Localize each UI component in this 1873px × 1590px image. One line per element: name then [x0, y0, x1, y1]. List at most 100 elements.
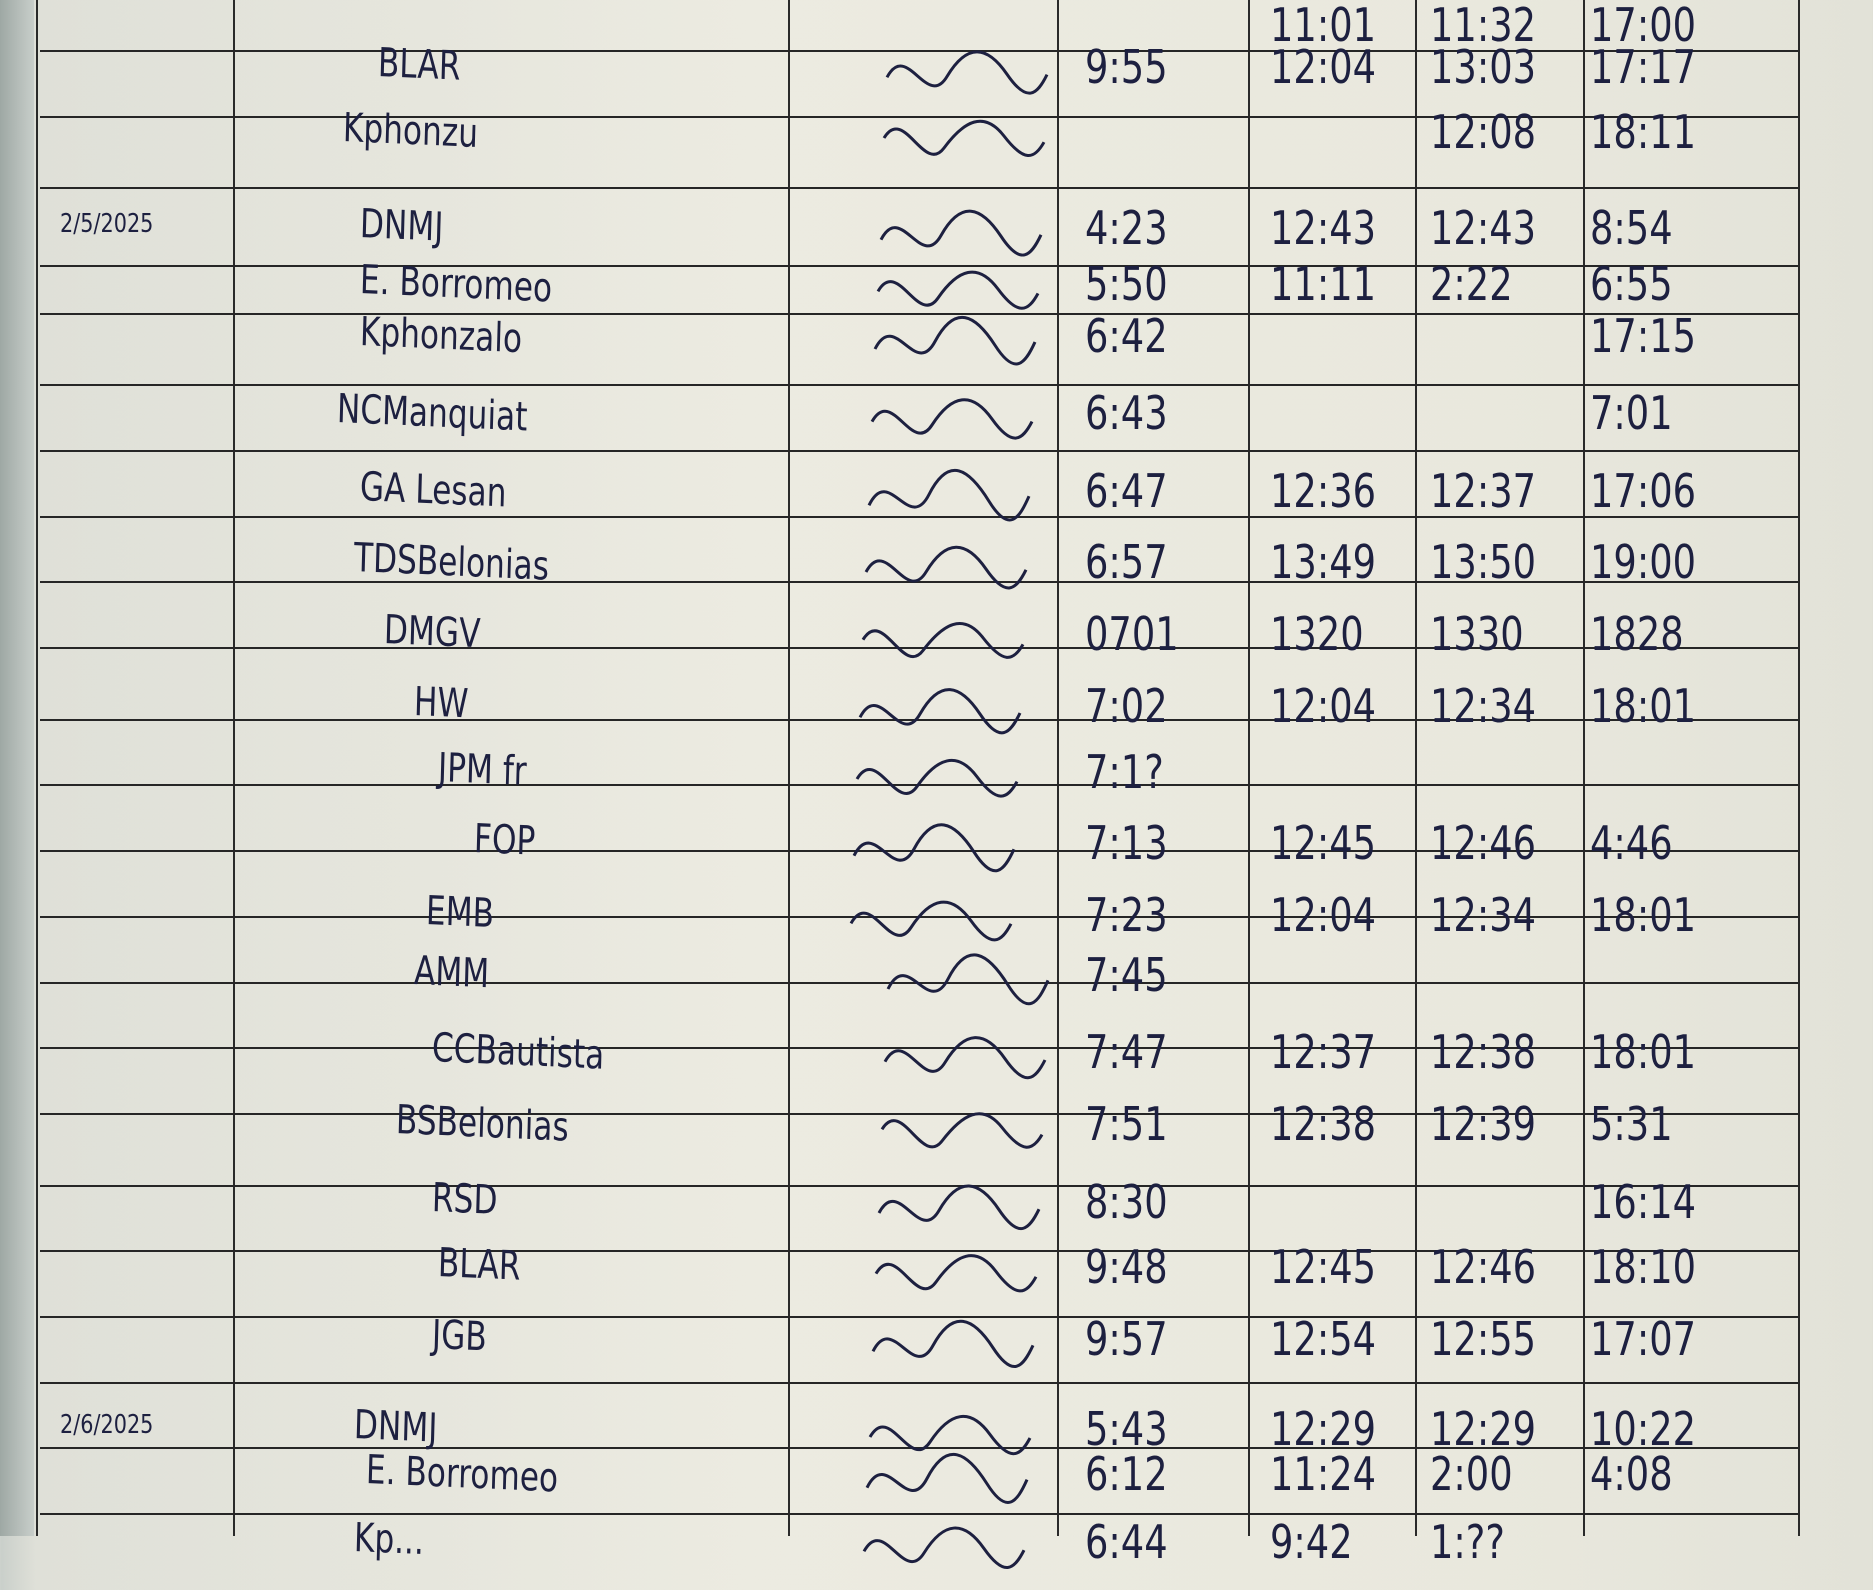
signature [868, 1415, 1032, 1456]
signature [886, 953, 1050, 1006]
entry-time-out-pm: 8:54 [1590, 201, 1673, 255]
entry-time-in-am: 7:02 [1085, 679, 1168, 733]
row-rule [40, 516, 1798, 518]
entry-time-in-pm: 12:46 [1430, 816, 1537, 870]
entry-name: JPM fr [437, 745, 528, 795]
entry-name: Kp... [353, 1515, 425, 1565]
entry-time-out-pm: 17:06 [1590, 464, 1697, 518]
signature [849, 900, 1013, 942]
entry-name: DNMJ [353, 1402, 439, 1452]
column-divider [1583, 0, 1585, 1536]
signature [877, 1184, 1041, 1231]
entry-name: Kphonzalo [359, 309, 523, 363]
entry-time-in-am: 7:45 [1085, 948, 1168, 1002]
entry-time-in-pm: 12:55 [1430, 1312, 1537, 1366]
entry-name: GA Lesan [359, 464, 508, 517]
entry-name: E. Borromeo [365, 1447, 559, 1502]
entry-name: BLAR [437, 1240, 522, 1290]
entry-time-in-am: 7:47 [1085, 1025, 1168, 1079]
entry-name: AMM [413, 948, 490, 998]
entry-name: BLAR [377, 40, 462, 90]
entry-time-in-am: 9:55 [1085, 40, 1168, 94]
column-divider [1415, 0, 1417, 1536]
entry-time-out-pm: 4:08 [1590, 1447, 1673, 1501]
entry-time-out-am: 12:45 [1270, 1240, 1377, 1294]
entry-name: FOP [473, 816, 536, 865]
entry-name: BSBelonias [395, 1097, 570, 1151]
entry-time-in-pm: 13:50 [1430, 535, 1537, 589]
signature [867, 468, 1031, 522]
entry-name: CCBautista [431, 1025, 605, 1079]
entry-time-in-am: 7:1? [1085, 745, 1164, 799]
entry-time-out-am: 1320 [1270, 607, 1364, 661]
entry-time-in-am: 4:23 [1085, 201, 1168, 255]
row-rule [40, 50, 1798, 52]
signature [858, 688, 1022, 735]
entry-time-out-pm: 18:11 [1590, 105, 1697, 159]
entry-time-out-am: 12:54 [1270, 1312, 1377, 1366]
entry-time-out-am: 12:29 [1270, 1402, 1377, 1456]
entry-time-out-pm: 19:00 [1590, 535, 1697, 589]
entry-time-in-pm: 12:29 [1430, 1402, 1537, 1456]
entry-time-in-am: 7:51 [1085, 1097, 1168, 1151]
entry-name: E. Borromeo [359, 257, 553, 312]
entry-name: Kphonzu [342, 105, 479, 158]
signature [882, 119, 1046, 158]
signature [876, 270, 1040, 310]
entry-time-out-pm: 17:07 [1590, 1312, 1697, 1366]
logbook-page: 11:01 11:32 17:00 BLAR 9:55 12:04 13:03 17:17 Kp… [0, 0, 1800, 1569]
entry-date: 2/5/2025 [60, 209, 154, 239]
entry-time-out-am: 12:43 [1270, 201, 1377, 255]
entry-time-in-pm: 12:34 [1430, 888, 1537, 942]
entry-time-out-am: 12:38 [1270, 1097, 1377, 1151]
entry-time-out-pm: 18:01 [1590, 888, 1697, 942]
entry-time-in-pm: 12:46 [1430, 1240, 1537, 1294]
entry-time-in-pm: 12:37 [1430, 464, 1537, 518]
entry-date: 2/6/2025 [60, 1410, 154, 1440]
column-divider [36, 0, 38, 1536]
signature [864, 545, 1028, 590]
signature [885, 50, 1049, 95]
entry-time-in-pm: 2:00 [1430, 1447, 1513, 1501]
row-rule [40, 1316, 1798, 1318]
signature [861, 621, 1025, 659]
entry-time-in-pm: 1:?? [1430, 1515, 1505, 1569]
row-rule [40, 1250, 1798, 1252]
signature [865, 1452, 1029, 1504]
entry-time-in-pm: 12:38 [1430, 1025, 1537, 1079]
row-rule [40, 313, 1798, 315]
entry-time-in-am: 6:43 [1085, 386, 1168, 440]
entry-time-in-pm: 2:22 [1430, 257, 1513, 311]
row-rule [40, 187, 1798, 189]
row-rule [40, 581, 1798, 583]
entry-time-out-pm: 18:01 [1590, 679, 1697, 733]
column-divider [1057, 0, 1059, 1536]
signature [862, 1526, 1026, 1569]
entry-time-in-pm: 12:08 [1430, 105, 1537, 159]
row-rule [40, 1513, 1798, 1515]
entry-time-in-am: 6:12 [1085, 1447, 1168, 1501]
row-rule [40, 850, 1798, 852]
row-rule [40, 647, 1798, 649]
entry-time-in-am: 9:48 [1085, 1240, 1168, 1294]
entry-time-out-am: 9:42 [1270, 1515, 1353, 1569]
entry-time-out-am: 12:04 [1270, 40, 1377, 94]
entry-time-out-am: 12:36 [1270, 464, 1377, 518]
entry-name: DNMJ [359, 201, 445, 251]
signature [873, 315, 1037, 366]
entry-time-out-pm: 18:10 [1590, 1240, 1697, 1294]
column-divider [1798, 0, 1800, 1536]
entry-time-out-pm: 6:55 [1590, 257, 1673, 311]
page-edge [0, 0, 34, 1536]
entry-name: NCManquiat [336, 386, 529, 441]
entry-time-out-am: 12:37 [1270, 1025, 1377, 1079]
entry-time-in-am: 6:44 [1085, 1515, 1168, 1569]
signature [879, 209, 1043, 257]
signature [870, 398, 1034, 440]
entry-time-in-am: 6:47 [1085, 464, 1168, 518]
entry-name: RSD [431, 1175, 499, 1224]
entry-time-out-am: 11:11 [1270, 257, 1377, 311]
column-divider [788, 0, 790, 1536]
entry-time-out-pm: 17:00 [1590, 0, 1697, 52]
entry-time-in-pm: 13:03 [1430, 40, 1537, 94]
